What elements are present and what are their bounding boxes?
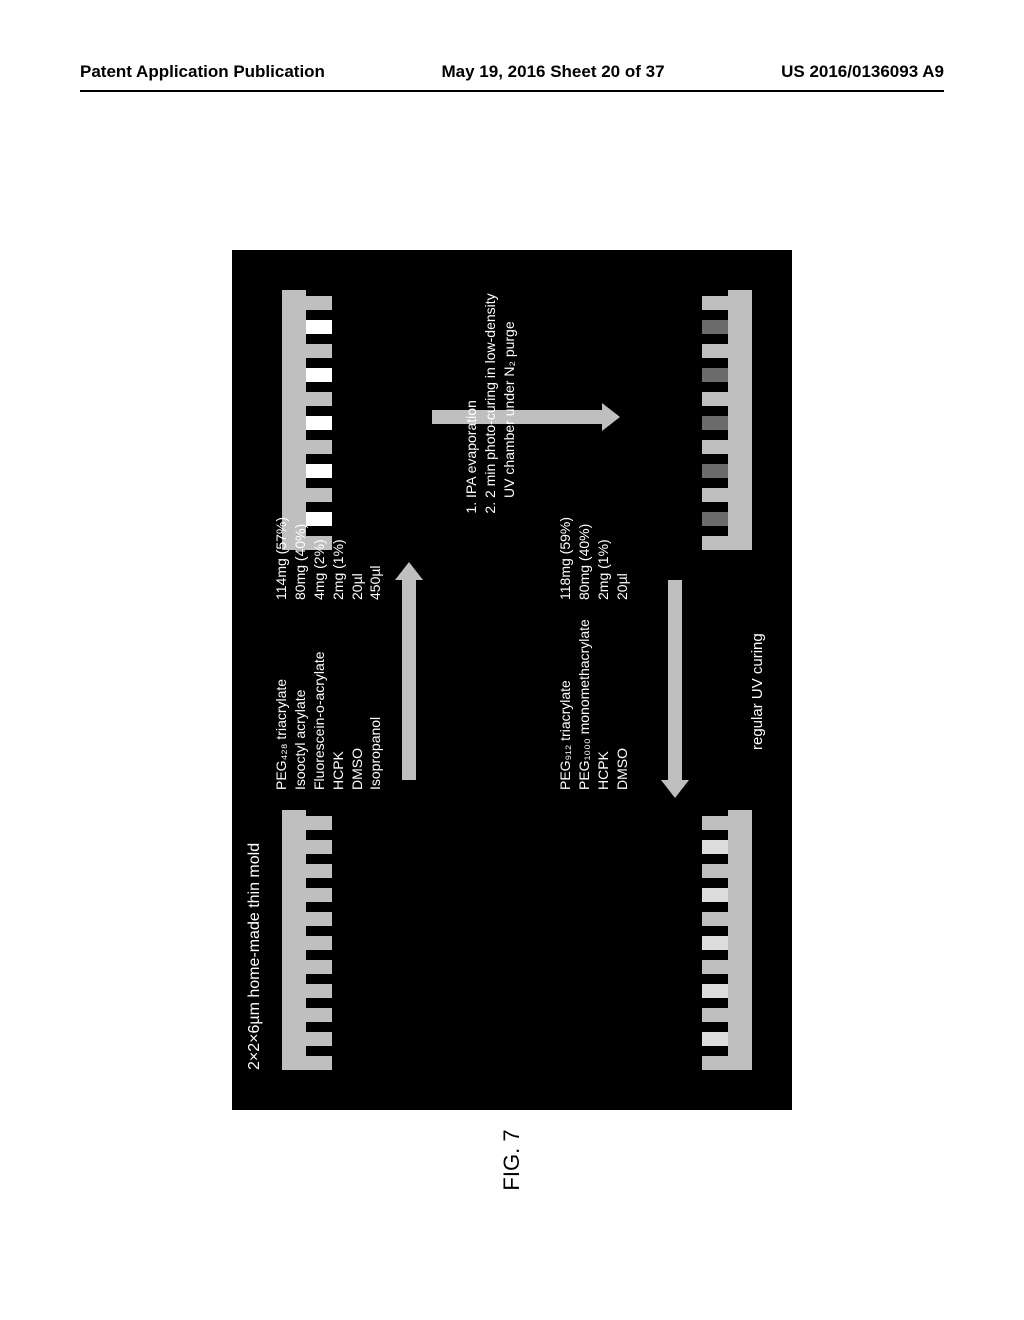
formulation-bottom: PEG₉₁₂ triacrylate118mg (59%) PEG₁₀₀₀ mo… [556, 490, 632, 790]
ingredient-amount: 20µl [613, 490, 632, 600]
ingredient-name: Fluorescein-o-acrylate [310, 600, 329, 790]
header-rule [80, 90, 944, 92]
ingredient-amount: 80mg (40%) [291, 490, 310, 600]
ingredient-name: DMSO [348, 600, 367, 790]
ingredient-name: Isopropanol [366, 600, 385, 790]
ingredient-amount: 114mg (57%) [272, 490, 291, 600]
uv-curing-label: regular UV curing [749, 633, 766, 750]
mold-empty-upper-left [282, 810, 332, 1070]
formulation-top: PEG₄₂₈ triacrylate114mg (57%) Isooctyl a… [272, 490, 385, 790]
mold-label: 2×2×6µm home-made thin mold [246, 843, 264, 1070]
mold-teeth-cured-dark [702, 290, 728, 550]
arrow-head-icon [395, 562, 423, 580]
arrow-head-icon [602, 403, 620, 431]
ingredient-amount: 2mg (1%) [594, 490, 613, 600]
ingredient-name: HCPK [594, 600, 613, 790]
ingredient-name: PEG₉₁₂ triacrylate [556, 600, 575, 790]
figure-wrapper: 2×2×6µm home-made thin mold [232, 250, 792, 1110]
process-steps-list: IPA evaporation 2 min photo-curing in lo… [462, 290, 519, 520]
process-diagram: 2×2×6µm home-made thin mold [232, 250, 792, 1110]
ingredient-amount: 118mg (59%) [556, 490, 575, 600]
ingredient-amount: 450µl [366, 490, 385, 600]
ingredient-name: PEG₄₂₈ triacrylate [272, 600, 291, 790]
ingredient-amount: 80mg (40%) [575, 490, 594, 600]
mold-base [728, 810, 752, 1070]
mold-teeth [306, 810, 332, 1070]
header-center: May 19, 2016 Sheet 20 of 37 [442, 62, 665, 82]
mold-base [282, 810, 306, 1070]
ingredient-name: DMSO [613, 600, 632, 790]
arrow-step1 [402, 580, 416, 780]
mold-base [728, 290, 752, 550]
header-right: US 2016/0136093 A9 [781, 62, 944, 82]
page-header: Patent Application Publication May 19, 2… [0, 62, 1024, 82]
process-step: IPA evaporation [462, 290, 481, 498]
mold-teeth-coated-light [702, 810, 728, 1070]
ingredient-amount: 4mg (2%) [310, 490, 329, 600]
ingredient-name: HCPK [329, 600, 348, 790]
figure-caption: FIG. 7 [499, 1129, 525, 1190]
header-left: Patent Application Publication [80, 62, 325, 82]
mold-cured-lower-right [702, 290, 752, 550]
ingredient-amount: 20µl [348, 490, 367, 600]
arrow-step3 [668, 580, 682, 780]
ingredient-name: Isooctyl acrylate [291, 600, 310, 790]
ingredient-name: PEG₁₀₀₀ monomethacrylate [575, 600, 594, 790]
arrow-head-icon [661, 780, 689, 798]
process-step: 2 min photo-curing in low-density UV cha… [481, 290, 519, 498]
mold-coated-lower-left [702, 810, 752, 1070]
ingredient-amount: 2mg (1%) [329, 490, 348, 600]
